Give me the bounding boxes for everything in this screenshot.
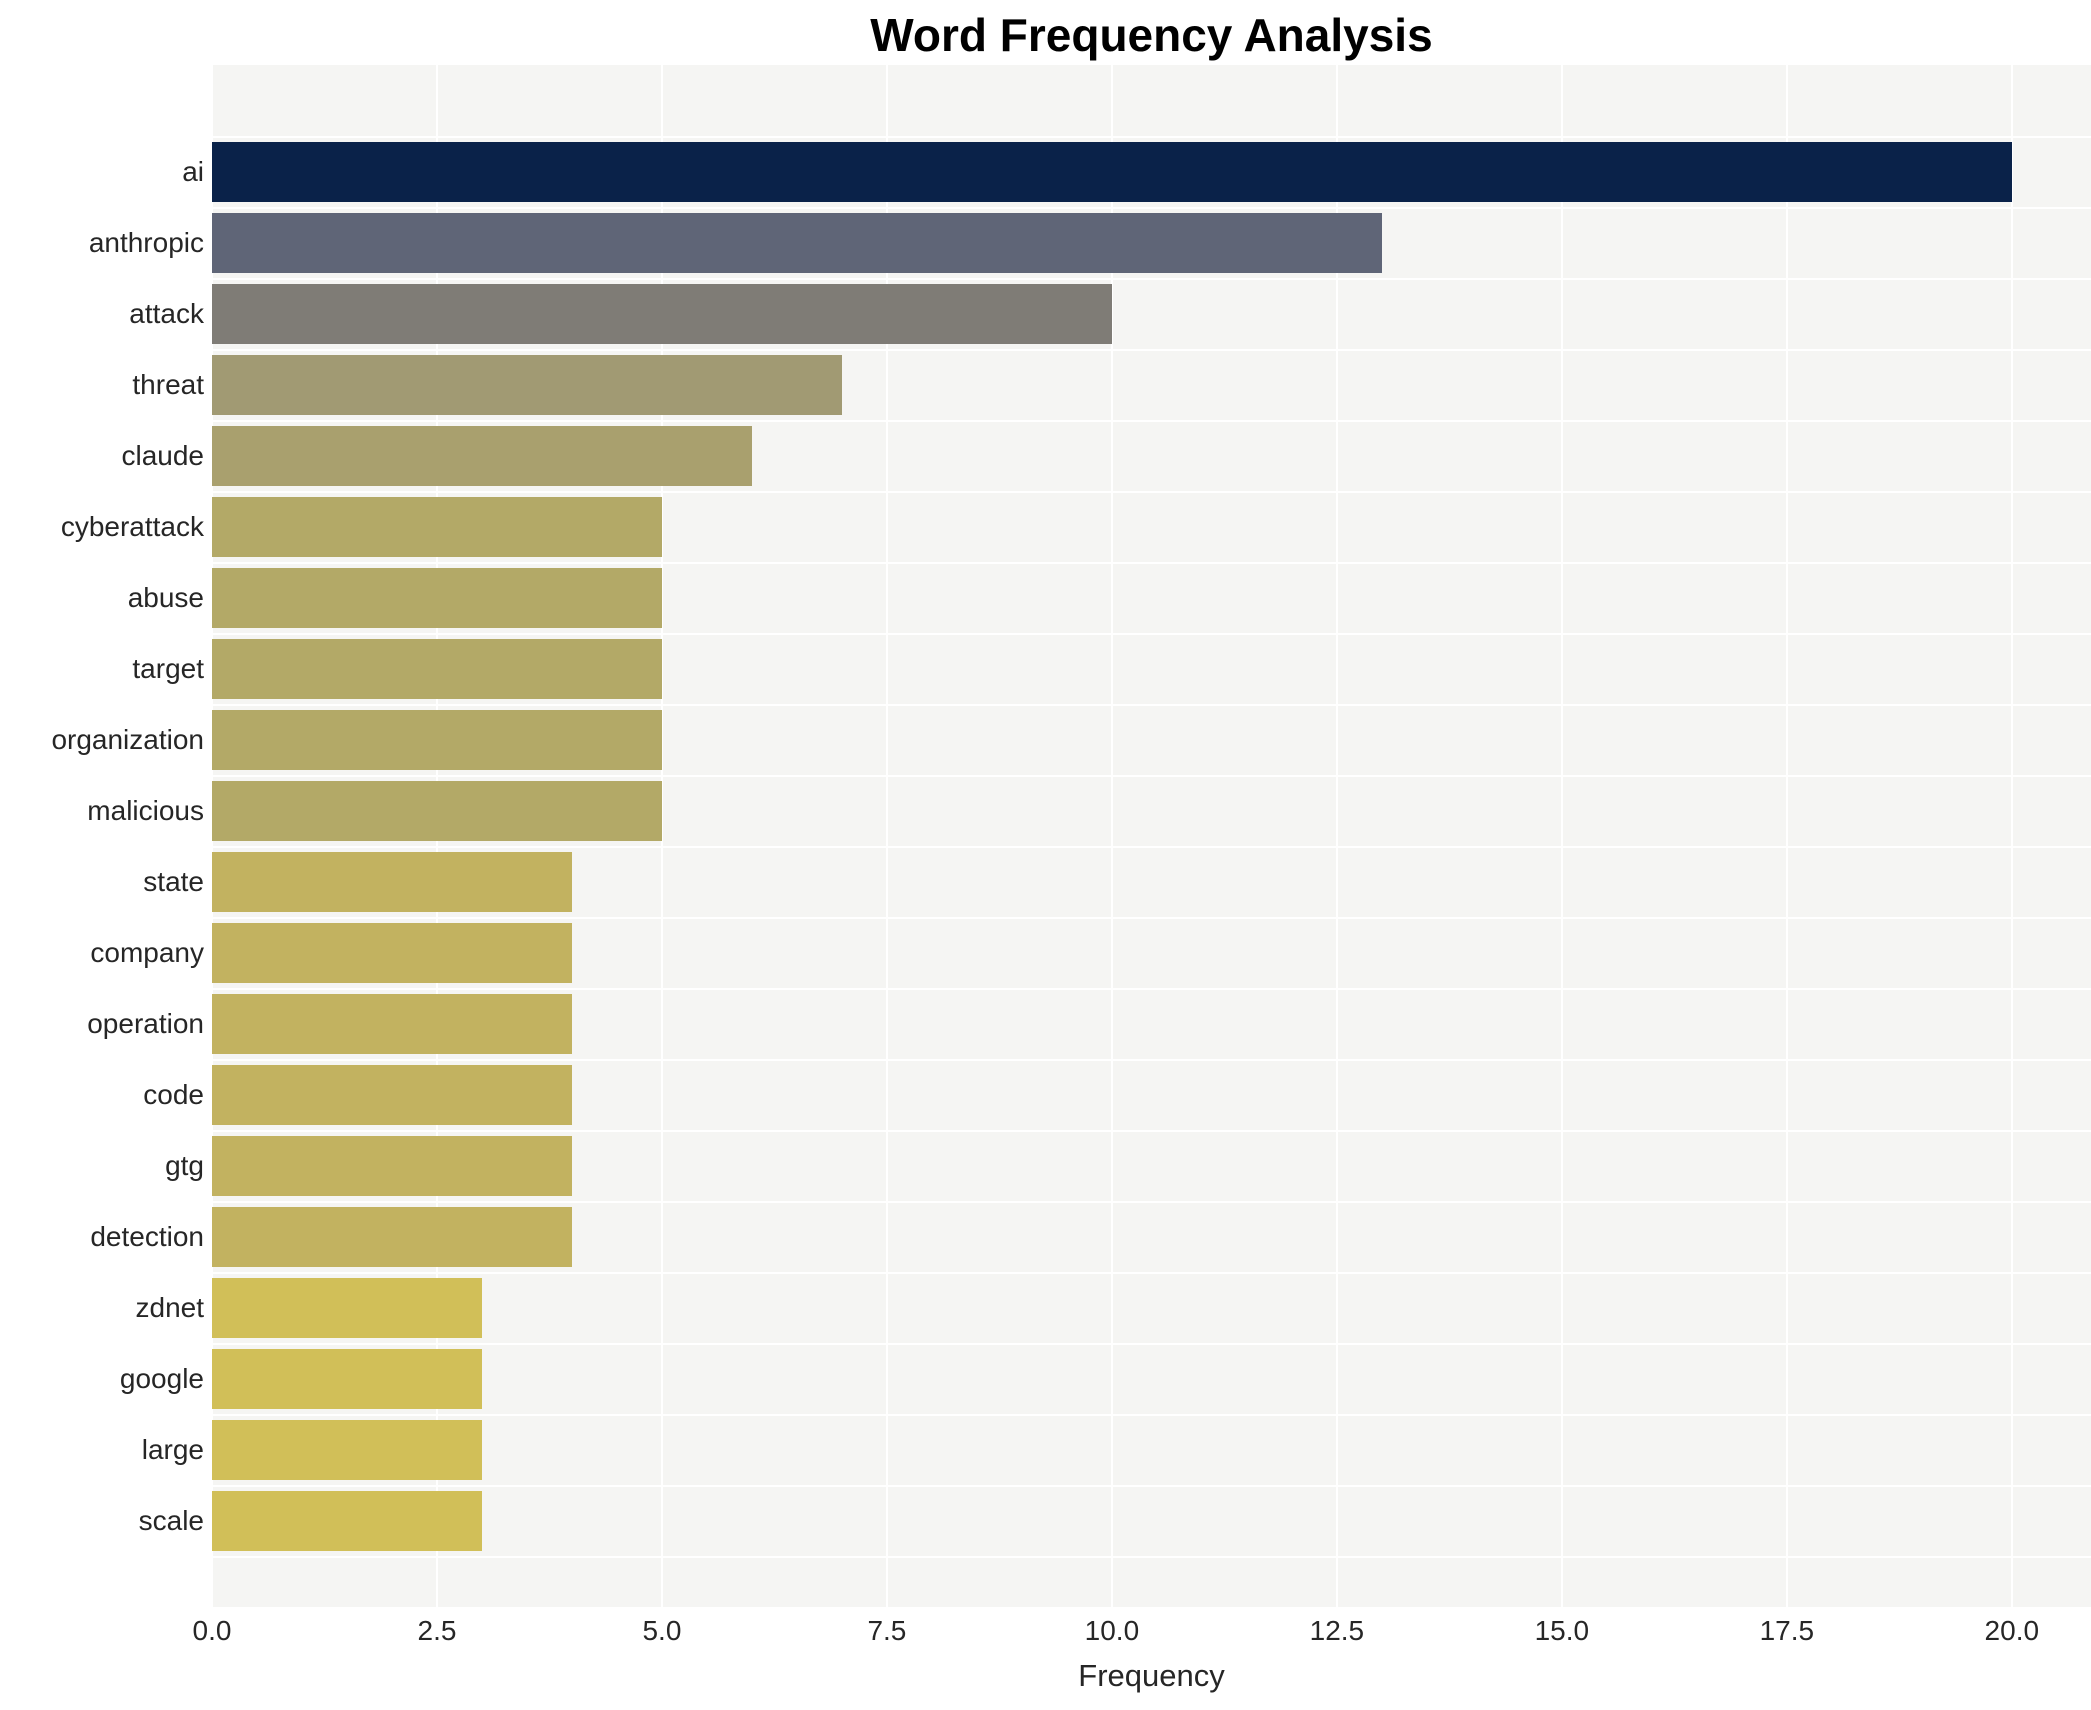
x-tick-label-12.5: 12.5 bbox=[1309, 1615, 1365, 1646]
gridline-vertical bbox=[885, 65, 888, 1607]
bar-code bbox=[212, 1065, 572, 1125]
y-tick-label-malicious: malicious bbox=[87, 795, 204, 826]
y-tick-label-state: state bbox=[143, 866, 204, 897]
gridline-horizontal bbox=[212, 1342, 2091, 1345]
gridline-horizontal bbox=[212, 632, 2091, 635]
bar-google bbox=[212, 1349, 482, 1409]
y-tick-label-ai: ai bbox=[182, 156, 204, 187]
y-tick-label-large: large bbox=[141, 1434, 204, 1465]
gridline-horizontal bbox=[212, 703, 2091, 706]
gridline-horizontal bbox=[212, 916, 2091, 919]
gridline-horizontal bbox=[212, 1484, 2091, 1487]
gridline-vertical bbox=[1110, 65, 1113, 1607]
bar-organization bbox=[212, 710, 662, 770]
y-tick-label-abuse: abuse bbox=[127, 582, 204, 613]
chart-title: Word Frequency Analysis bbox=[870, 9, 1433, 61]
bar-scale bbox=[212, 1491, 482, 1551]
gridline-vertical bbox=[1335, 65, 1338, 1607]
bar-abuse bbox=[212, 568, 662, 628]
y-tick-label-scale: scale bbox=[138, 1505, 204, 1536]
gridline-horizontal bbox=[212, 277, 2091, 280]
y-tick-label-google: google bbox=[119, 1363, 204, 1394]
y-tick-label-operation: operation bbox=[87, 1008, 204, 1039]
y-tick-label-gtg: gtg bbox=[165, 1150, 204, 1181]
gridline-horizontal bbox=[212, 135, 2091, 138]
gridline-vertical bbox=[1785, 65, 1788, 1607]
gridline-horizontal bbox=[212, 987, 2091, 990]
bar-zdnet bbox=[212, 1278, 482, 1338]
gridline-vertical bbox=[1560, 65, 1563, 1607]
bar-operation bbox=[212, 994, 572, 1054]
gridline-horizontal bbox=[212, 774, 2091, 777]
gridline-horizontal bbox=[212, 1129, 2091, 1132]
bar-attack bbox=[212, 284, 1112, 344]
bar-threat bbox=[212, 355, 842, 415]
x-axis-title: Frequency bbox=[1078, 1658, 1225, 1693]
y-tick-label-threat: threat bbox=[132, 369, 204, 400]
y-tick-label-attack: attack bbox=[129, 298, 204, 329]
y-tick-label-claude: claude bbox=[121, 440, 204, 471]
gridline-horizontal bbox=[212, 561, 2091, 564]
x-tick-label-2.5: 2.5 bbox=[417, 1615, 457, 1646]
bar-large bbox=[212, 1420, 482, 1480]
x-tick-label-0.0: 0.0 bbox=[192, 1615, 232, 1646]
y-tick-label-zdnet: zdnet bbox=[135, 1292, 205, 1323]
gridline-vertical bbox=[2010, 65, 2013, 1607]
bar-ai bbox=[212, 142, 2012, 202]
bar-claude bbox=[212, 426, 752, 486]
x-tick-label-15.0: 15.0 bbox=[1534, 1615, 1590, 1646]
bar-anthropic bbox=[212, 213, 1382, 273]
y-tick-label-code: code bbox=[143, 1079, 204, 1110]
gridline-horizontal bbox=[212, 490, 2091, 493]
x-tick-label-20.0: 20.0 bbox=[1984, 1615, 2040, 1646]
y-tick-label-target: target bbox=[132, 653, 204, 684]
bar-state bbox=[212, 852, 572, 912]
gridline-horizontal bbox=[212, 1555, 2091, 1558]
bar-gtg bbox=[212, 1136, 572, 1196]
gridline-horizontal bbox=[212, 1200, 2091, 1203]
gridline-horizontal bbox=[212, 419, 2091, 422]
bar-target bbox=[212, 639, 662, 699]
gridline-horizontal bbox=[212, 845, 2091, 848]
gridline-horizontal bbox=[212, 206, 2091, 209]
y-tick-label-anthropic: anthropic bbox=[88, 227, 204, 258]
y-tick-label-cyberattack: cyberattack bbox=[60, 511, 204, 542]
gridline-horizontal bbox=[212, 1271, 2091, 1274]
bar-detection bbox=[212, 1207, 572, 1267]
gridline-horizontal bbox=[212, 1413, 2091, 1416]
bar-cyberattack bbox=[212, 497, 662, 557]
bar-malicious bbox=[212, 781, 662, 841]
gridline-vertical bbox=[660, 65, 663, 1607]
x-tick-label-17.5: 17.5 bbox=[1759, 1615, 1815, 1646]
y-tick-label-detection: detection bbox=[90, 1221, 204, 1252]
y-tick-label-organization: organization bbox=[51, 724, 204, 755]
x-tick-label-5.0: 5.0 bbox=[642, 1615, 682, 1646]
x-tick-label-10.0: 10.0 bbox=[1084, 1615, 1140, 1646]
x-tick-label-7.5: 7.5 bbox=[867, 1615, 907, 1646]
gridline-horizontal bbox=[212, 1058, 2091, 1061]
bar-company bbox=[212, 923, 572, 983]
y-tick-label-company: company bbox=[90, 937, 204, 968]
plot-area bbox=[211, 65, 2091, 1607]
gridline-horizontal bbox=[212, 348, 2091, 351]
